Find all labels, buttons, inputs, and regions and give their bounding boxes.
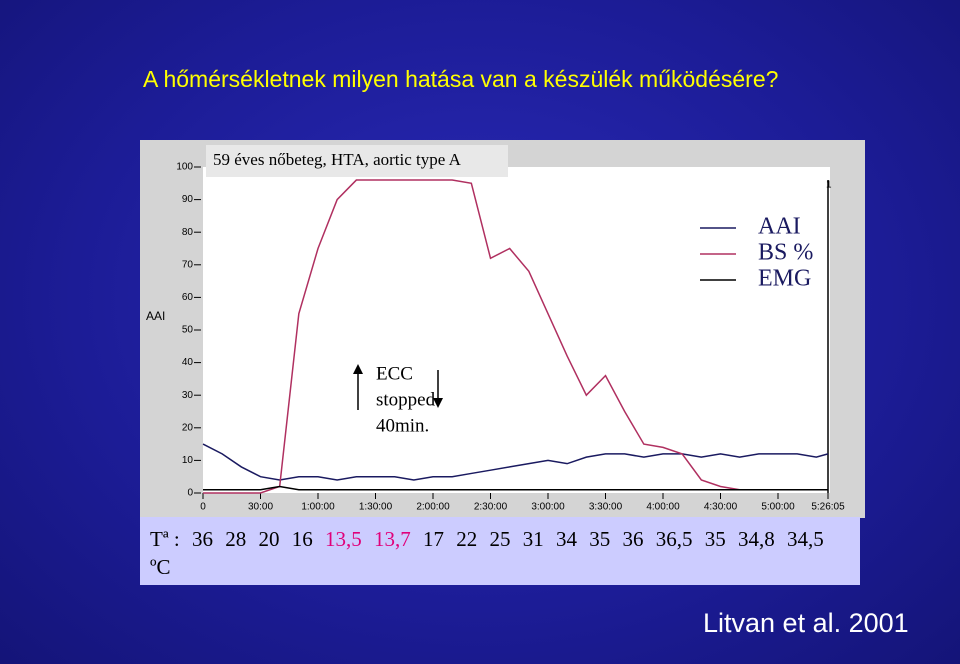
x-tick-label: 3:00:00	[531, 502, 565, 513]
temperature-value: 34	[555, 527, 577, 551]
temperature-label: Tª :	[150, 527, 180, 551]
arrow-head	[353, 364, 363, 374]
x-tick-label: 5:00:00	[761, 502, 795, 513]
y-tick-label: 100	[176, 162, 193, 173]
annotation: ECC	[376, 363, 413, 384]
x-tick-label: 1:00:00	[301, 502, 335, 513]
arrow-head	[433, 398, 443, 408]
slide-title: A hőmérsékletnek milyen hatása van a kés…	[143, 66, 779, 92]
y-tick-label: 10	[182, 455, 194, 466]
series-line	[202, 443, 829, 481]
x-tick-label: 4:30:00	[704, 502, 738, 513]
temperature-value: 34,8	[737, 527, 775, 551]
temperature-value: 35	[704, 527, 726, 551]
x-tick-label: 2:00:00	[416, 502, 450, 513]
y-tick-label: 60	[182, 292, 194, 303]
temperature-value: 36,5	[655, 527, 693, 551]
annotation: 40min.	[376, 415, 429, 436]
temperature-value: 28	[225, 527, 247, 551]
x-tick-label: 4:00:00	[646, 502, 680, 513]
legend-label: AAI	[758, 214, 801, 240]
temperature-value: 36	[191, 527, 213, 551]
y-axis-label: AAI	[146, 309, 165, 323]
x-tick-label: 1:30:00	[359, 502, 393, 513]
temperature-box: Tª : 36 28 20 16 13,5 13,7 17 22 25 31 3…	[140, 517, 860, 585]
legend-label: BS %	[758, 240, 813, 266]
temperature-value: 13,5	[324, 527, 362, 551]
y-tick-label: 70	[182, 259, 194, 270]
title-box	[206, 145, 508, 177]
x-tick-label: 2:30:00	[474, 502, 508, 513]
y-tick-label: 50	[182, 325, 194, 336]
temperature-value: 16	[291, 527, 313, 551]
temperature-value: 34,5	[786, 527, 824, 551]
temperature-value: 25	[489, 527, 511, 551]
series-line	[203, 179, 828, 494]
x-tick-label: 0	[200, 502, 206, 513]
y-tick-label: 20	[182, 422, 194, 433]
y-tick-label: 30	[182, 390, 194, 401]
annotation: stopped	[376, 389, 436, 410]
marker-label: 1	[826, 180, 832, 191]
temperature-value: 35	[589, 527, 611, 551]
citation: Litvan et al. 2001	[703, 608, 909, 638]
y-tick-label: 0	[187, 488, 193, 499]
y-tick-label: 80	[182, 227, 194, 238]
y-tick-label: 40	[182, 357, 194, 368]
temperature-value: 22	[456, 527, 478, 551]
plot-area	[203, 167, 830, 493]
temperature-value: 31	[522, 527, 544, 551]
x-tick-label: 30:00	[248, 502, 273, 513]
temperature-value: 17	[422, 527, 444, 551]
x-tick-label: 3:30:00	[589, 502, 623, 513]
series-line	[203, 485, 828, 491]
x-tick-label: 5:26:05	[811, 502, 845, 513]
legend-label: EMG	[758, 266, 811, 292]
temperature-value: 13,7	[373, 527, 411, 551]
temperature-value: 36	[622, 527, 644, 551]
y-tick-label: 90	[182, 194, 194, 205]
temperature-unit: ºC	[150, 555, 171, 579]
temperature-value: 20	[258, 527, 280, 551]
chart-title: 59 éves nőbeteg, HTA, aortic type A	[213, 150, 462, 169]
